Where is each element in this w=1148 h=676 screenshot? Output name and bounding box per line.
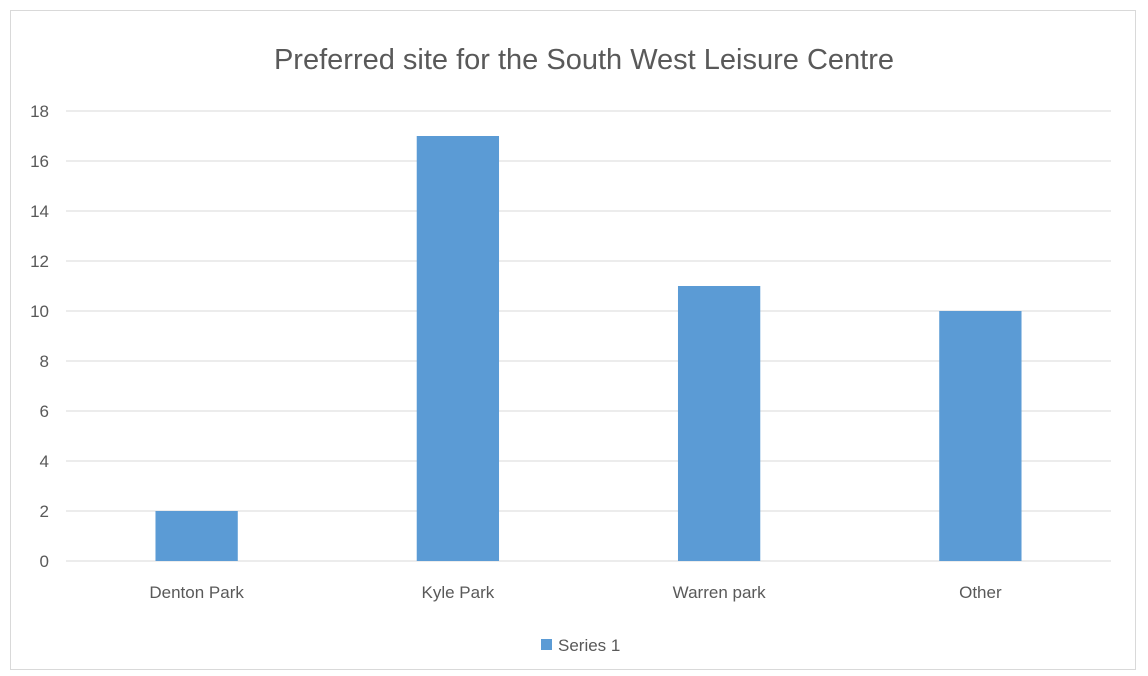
x-tick-label: Other: [959, 583, 1002, 602]
legend: Series 1: [541, 636, 620, 655]
bar-kyle-park: [416, 136, 500, 561]
bar-chart: Preferred site for the South West Leisur…: [30, 44, 1111, 655]
bars: [155, 136, 1022, 561]
y-tick-label: 18: [30, 102, 49, 121]
y-tick-label: 6: [40, 402, 49, 421]
legend-swatch-series-1: [541, 639, 552, 650]
y-tick-label: 8: [40, 352, 49, 371]
gridlines: [66, 110, 1111, 562]
y-tick-label: 2: [40, 502, 49, 521]
y-tick-label: 12: [30, 252, 49, 271]
x-tick-label: Denton Park: [149, 583, 244, 602]
y-tick-label: 14: [30, 202, 49, 221]
bar-other: [939, 311, 1022, 561]
bar-denton-park: [155, 511, 238, 561]
chart-title: Preferred site for the South West Leisur…: [274, 44, 894, 76]
y-axis-ticks: 0 2 4 6 8 10 12 14 16 18: [30, 102, 49, 571]
legend-label-series-1: Series 1: [558, 636, 620, 655]
chart-container: Preferred site for the South West Leisur…: [10, 10, 1136, 670]
x-tick-label: Kyle Park: [422, 583, 495, 602]
y-tick-label: 4: [40, 452, 49, 471]
y-tick-label: 16: [30, 152, 49, 171]
y-tick-label: 10: [30, 302, 49, 321]
y-tick-label: 0: [40, 552, 49, 571]
x-tick-label: Warren park: [673, 583, 766, 602]
x-axis-ticks: Denton Park Kyle Park Warren park Other: [149, 583, 1002, 602]
bar-warren-park: [677, 286, 761, 561]
